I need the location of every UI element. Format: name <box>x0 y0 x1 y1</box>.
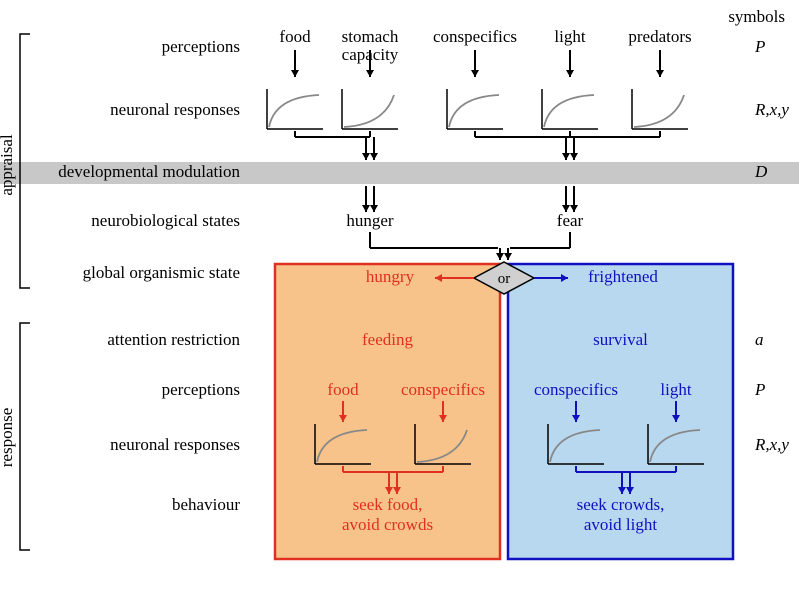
row-global: global organismic state <box>83 263 240 282</box>
row-neuronal1: neuronal responses <box>110 100 240 119</box>
row-devmod: developmental modulation <box>58 162 240 181</box>
attn-survival: survival <box>593 330 648 349</box>
response-curve <box>449 95 499 127</box>
attn-feeding: feeding <box>362 330 413 349</box>
arrowhead <box>496 253 504 260</box>
arrowhead <box>562 153 570 160</box>
sym-P2: P <box>754 380 765 399</box>
global-frightened: frightened <box>588 267 658 286</box>
arrowhead <box>504 253 512 260</box>
side-response: response <box>0 408 16 467</box>
sym-D: D <box>754 162 768 181</box>
row-neuronal2: neuronal responses <box>110 435 240 454</box>
arrowhead <box>566 70 574 77</box>
symbols-header: symbols <box>728 7 785 26</box>
sym-a: a <box>755 330 764 349</box>
or-label: or <box>498 271 511 287</box>
perception-4: predators <box>628 27 691 46</box>
arrowhead <box>570 153 578 160</box>
bracket-appraisal <box>20 34 30 288</box>
row-perceptions1: perceptions <box>162 37 240 56</box>
perception-0: food <box>279 27 311 46</box>
resp-perc-r-0: conspecifics <box>534 380 618 399</box>
sym-Rxy1: R,x,y <box>754 100 789 119</box>
state-fear: fear <box>557 211 584 230</box>
state-hunger: hunger <box>346 211 394 230</box>
sym-P1: P <box>754 37 765 56</box>
sym-Rxy2: R,x,y <box>754 435 789 454</box>
arrowhead <box>370 153 378 160</box>
row-behaviour: behaviour <box>172 495 240 514</box>
response-curve <box>544 95 594 127</box>
bracket-response <box>20 323 30 550</box>
perception-2: conspecifics <box>433 27 517 46</box>
resp-perc-l-1: conspecifics <box>401 380 485 399</box>
row-neurobio: neurobiological states <box>91 211 240 230</box>
side-appraisal: appraisal <box>0 134 16 196</box>
row-attention: attention restriction <box>107 330 240 349</box>
global-hungry: hungry <box>366 267 415 286</box>
response-curve <box>269 95 319 127</box>
arrowhead <box>656 70 664 77</box>
arrowhead <box>291 70 299 77</box>
resp-perc-l-0: food <box>327 380 359 399</box>
arrowhead <box>366 70 374 77</box>
resp-perc-r-1: light <box>660 380 691 399</box>
behaviour-left: seek food,avoid crowds <box>342 495 433 534</box>
row-perceptions2: perceptions <box>162 380 240 399</box>
behaviour-right: seek crowds,avoid light <box>577 495 665 534</box>
arrowhead <box>362 153 370 160</box>
perception-3: light <box>554 27 585 46</box>
response-curve <box>344 95 394 127</box>
response-curve <box>634 95 684 127</box>
arrowhead <box>471 70 479 77</box>
